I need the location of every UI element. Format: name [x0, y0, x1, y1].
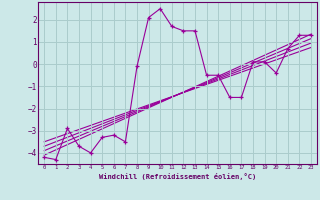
X-axis label: Windchill (Refroidissement éolien,°C): Windchill (Refroidissement éolien,°C) [99, 173, 256, 180]
